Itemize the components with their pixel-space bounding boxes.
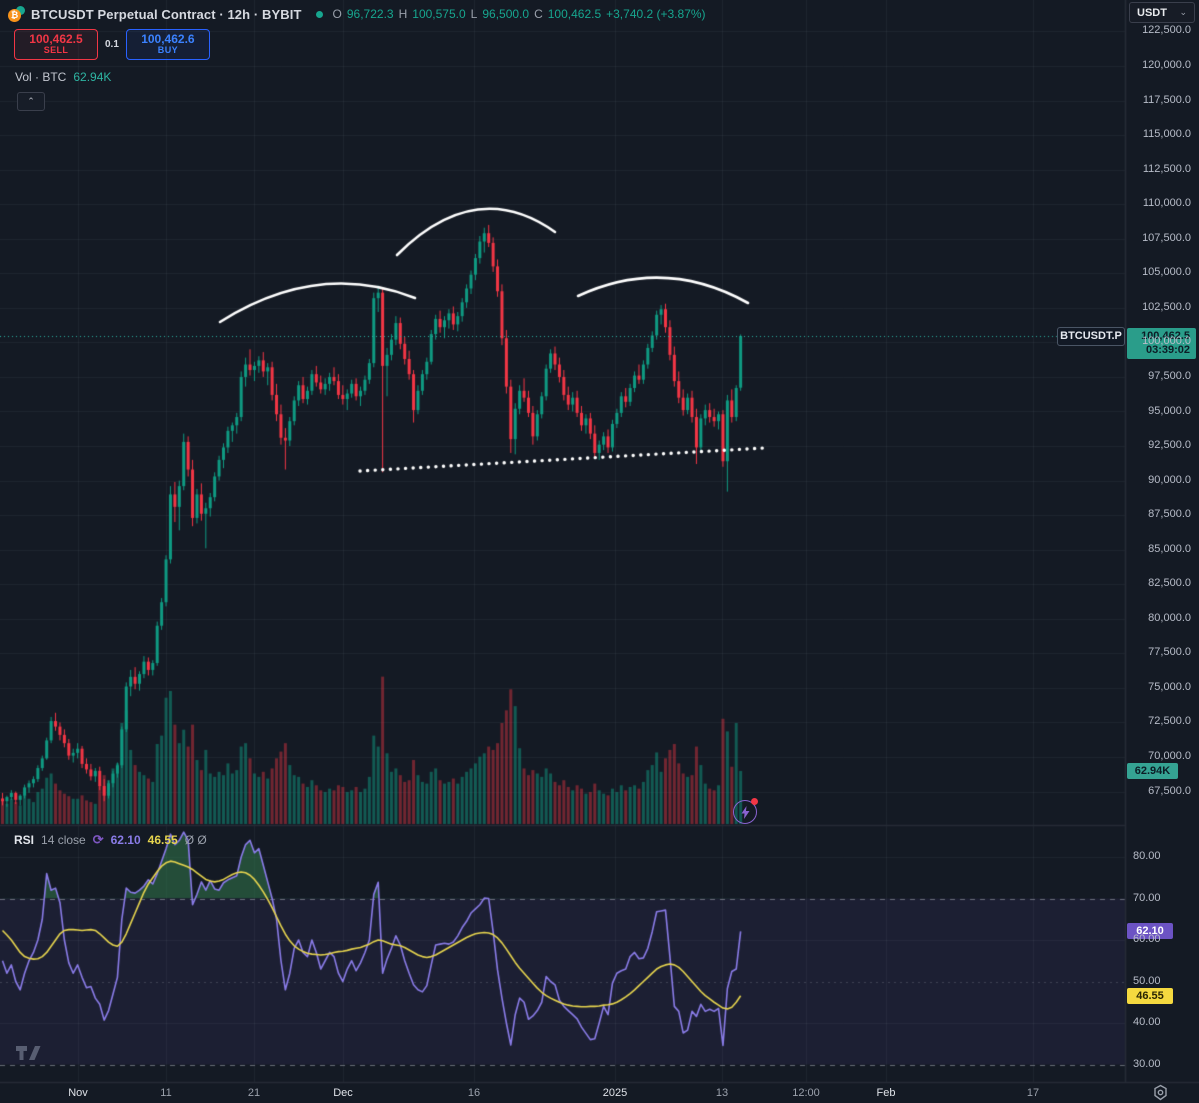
volume-value: 62.94K: [73, 70, 112, 84]
realtime-data-icon[interactable]: [733, 798, 758, 824]
price-axis-label: 117,500.0: [1142, 93, 1191, 106]
order-widget: 100,462.5 SELL 0.1 100,462.6 BUY: [14, 29, 210, 60]
chevron-up-icon: ⌃: [27, 96, 35, 106]
price-axis-label: 75,000.0: [1148, 680, 1191, 693]
time-axis-label: Nov: [68, 1087, 88, 1099]
price-axis-label: 120,000.0: [1142, 59, 1191, 71]
price-axis-label: 115,000.0: [1142, 128, 1191, 141]
lightning-icon: [733, 800, 757, 824]
price-axis-label: 97,500.0: [1148, 369, 1191, 382]
price-axis-label: 122,500.0: [1142, 24, 1191, 37]
price-axis-label: 105,000.0: [1142, 266, 1191, 279]
rsi-value: 62.10: [110, 833, 141, 847]
currency-value: USDT: [1137, 6, 1167, 19]
price-axis-label: 82,500.0: [1148, 577, 1191, 590]
time-axis-settings-icon[interactable]: [1152, 1084, 1169, 1101]
buy-label: BUY: [157, 45, 178, 56]
time-axis-label: Dec: [333, 1087, 353, 1099]
high-value: 100,575.0: [412, 7, 466, 21]
price-axis-label: 100,000.0: [1142, 335, 1191, 348]
rsi-axis-label: 60.00: [1133, 933, 1161, 945]
tradingview-logo[interactable]: [16, 1046, 44, 1068]
buy-price: 100,462.6: [141, 31, 195, 46]
price-axis-label: 87,500.0: [1148, 508, 1191, 521]
rsi-axis-label: 50.00: [1133, 974, 1161, 987]
price-axis-label: 72,500.0: [1148, 715, 1191, 728]
symbol-price-pill: BTCUSDT.P: [1057, 327, 1125, 346]
volume-badge: 62.94K: [1127, 763, 1178, 779]
price-axis-label: 92,500.0: [1148, 439, 1191, 452]
buy-button[interactable]: 100,462.6 BUY: [125, 29, 210, 60]
price-axis-label: 107,500.0: [1142, 231, 1191, 244]
sell-button[interactable]: 100,462.5 SELL: [14, 29, 98, 60]
bitcoin-icon: ₿: [8, 5, 25, 23]
rsi-ma-value: 46.55: [147, 833, 178, 847]
time-axis-label: Feb: [876, 1087, 896, 1099]
alert-dot: [751, 798, 758, 805]
time-axis-label: 2025: [602, 1087, 628, 1099]
rsi-refresh-icon[interactable]: ⟳: [92, 832, 104, 847]
ohlc-values: O 96,722.3 H 100,575.0 L 96,500.0 C 100,462.…: [333, 7, 706, 21]
close-value: 100,462.5: [547, 7, 602, 21]
rsi-axis-label: 70.00: [1133, 891, 1161, 904]
symbol-title[interactable]: BTCUSDT Perpetual Contract · 12h · BYBIT: [31, 6, 302, 22]
price-axis-label: 95,000.0: [1148, 404, 1191, 417]
time-axis-label: 21: [247, 1087, 261, 1099]
low-label: L: [470, 7, 478, 21]
time-axis-label: 17: [1026, 1087, 1040, 1099]
rsi-ma-value-badge: 46.55: [1127, 987, 1173, 1004]
price-axis-label: 80,000.0: [1148, 611, 1191, 624]
price-axis-label: 112,500.0: [1142, 162, 1191, 175]
bar-countdown: 03:39:02: [1145, 344, 1190, 356]
price-axis-label: 70,000.0: [1148, 750, 1191, 762]
last-price-value: 100,462.5: [1141, 330, 1190, 342]
sell-price: 100,462.5: [29, 31, 83, 46]
market-status-dot: [315, 10, 323, 18]
high-label: H: [398, 7, 408, 21]
collapse-legend-button[interactable]: ⌃: [17, 92, 45, 111]
price-axis-label: 110,000.0: [1142, 197, 1191, 210]
rsi-axis-label: 80.00: [1133, 850, 1161, 862]
chevron-down-icon: ⌄: [1179, 7, 1187, 17]
volume-legend: Vol · BTC 62.94K: [15, 70, 111, 84]
price-axis-label: 85,000.0: [1148, 542, 1191, 555]
close-label: C: [534, 7, 543, 21]
open-value: 96,722.3: [346, 7, 394, 21]
time-axis-label: 12:00: [792, 1087, 820, 1099]
rsi-params: 14 close: [41, 833, 86, 847]
rsi-title[interactable]: RSI: [14, 833, 35, 847]
last-price-badge: 100,462.5 03:39:02: [1127, 328, 1196, 359]
rsi-axis-label: 30.00: [1133, 1057, 1161, 1070]
rsi-smoothing-placeholders: Ø Ø: [184, 833, 207, 847]
time-axis-label: 16: [467, 1087, 481, 1099]
rsi-value-badge: 62.10: [1127, 923, 1173, 940]
price-axis-label: 77,500.0: [1148, 646, 1191, 659]
change-value: +3,740.2 (+3.87%): [606, 7, 706, 21]
time-axis-label: 11: [160, 1087, 172, 1099]
currency-dropdown[interactable]: USDT ⌄: [1129, 2, 1195, 23]
rsi-axis-label: 40.00: [1133, 1016, 1161, 1028]
price-axis-label: 102,500.0: [1142, 300, 1191, 313]
price-axis-label: 90,000.0: [1148, 473, 1191, 486]
open-label: O: [332, 7, 342, 21]
spread-value: 0.1: [105, 39, 119, 50]
volume-label: Vol · BTC: [15, 70, 67, 84]
sell-label: SELL: [43, 45, 69, 56]
rsi-legend: RSI 14 close ⟳ 62.10 46.55 Ø Ø: [14, 832, 207, 848]
price-axis-label: 67,500.0: [1148, 784, 1191, 797]
low-value: 96,500.0: [482, 7, 530, 21]
time-axis-label: 13: [715, 1087, 729, 1099]
symbol-legend: ₿ BTCUSDT Perpetual Contract · 12h · BYB…: [8, 4, 706, 24]
